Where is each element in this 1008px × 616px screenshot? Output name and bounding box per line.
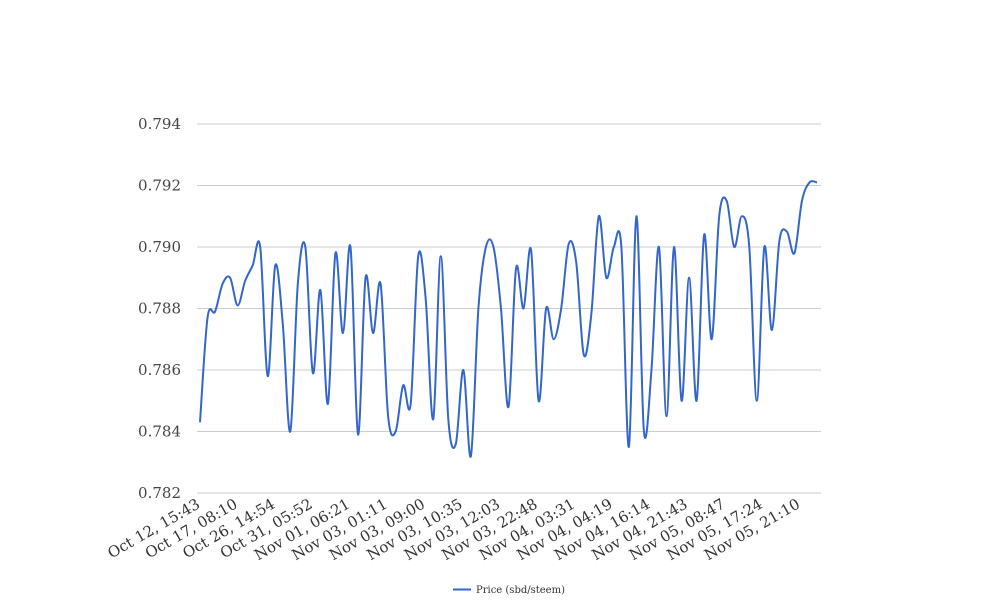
legend: Price (sbd/steem) — [453, 585, 565, 596]
y-tick-label: 0.790 — [138, 238, 181, 256]
y-tick-label: 0.792 — [138, 177, 181, 195]
y-tick-label: 0.786 — [138, 361, 181, 379]
y-axis-tick-labels: 0.782 0.784 0.786 0.788 0.790 0.792 0.794 — [138, 115, 181, 502]
y-tick-label: 0.794 — [138, 115, 181, 133]
gridlines — [197, 123, 821, 494]
legend-label: Price (sbd/steem) — [476, 585, 565, 596]
y-tick-label: 0.788 — [138, 300, 181, 318]
y-tick-label: 0.782 — [138, 484, 181, 502]
series-lines — [199, 180, 818, 458]
series-line — [199, 180, 818, 458]
y-tick-label: 0.784 — [138, 423, 181, 441]
